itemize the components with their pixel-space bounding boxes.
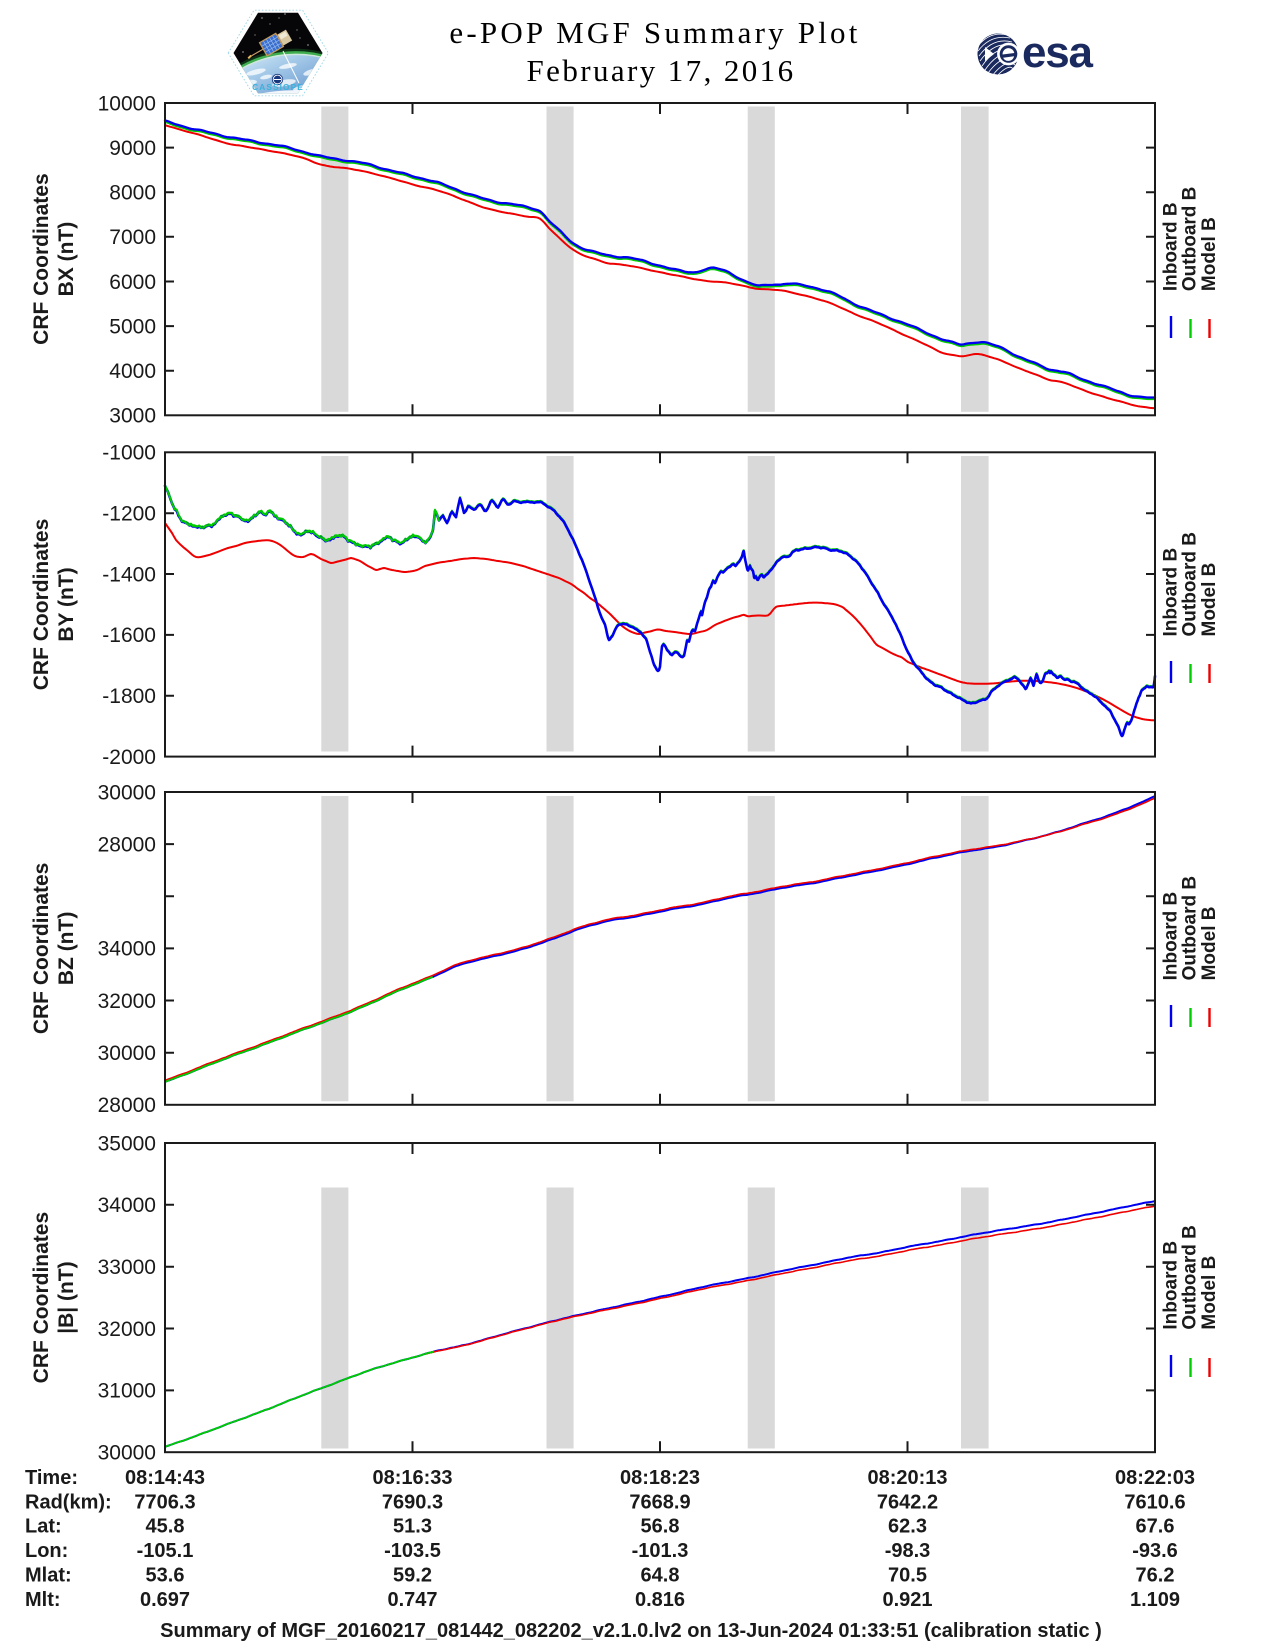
svg-text:35000: 35000 — [98, 1132, 156, 1155]
svg-text:1.109: 1.109 — [1130, 1589, 1180, 1611]
svg-text:7642.2: 7642.2 — [877, 1491, 938, 1513]
svg-text:7610.6: 7610.6 — [1124, 1491, 1185, 1513]
svg-text:Time:: Time: — [25, 1467, 78, 1489]
svg-text:Outboard B: Outboard B — [1180, 532, 1201, 637]
svg-text:Inboard B: Inboard B — [1161, 548, 1182, 637]
svg-text:28000: 28000 — [98, 1094, 156, 1117]
svg-text:34000: 34000 — [98, 1194, 156, 1217]
svg-text:-1400: -1400 — [102, 563, 156, 586]
svg-text:BZ (nT): BZ (nT) — [55, 912, 78, 985]
svg-text:7668.9: 7668.9 — [629, 1491, 690, 1513]
svg-text:Inboard B: Inboard B — [1161, 1241, 1182, 1330]
svg-text:67.6: 67.6 — [1136, 1516, 1175, 1538]
svg-text:08:18:23: 08:18:23 — [620, 1467, 700, 1489]
svg-text:CRF Coordinates: CRF Coordinates — [30, 863, 53, 1035]
svg-text:34000: 34000 — [98, 938, 156, 961]
svg-text:BY (nT): BY (nT) — [55, 567, 78, 641]
svg-text:Outboard B: Outboard B — [1180, 876, 1201, 981]
svg-text:7706.3: 7706.3 — [134, 1491, 195, 1513]
svg-text:-101.3: -101.3 — [632, 1540, 689, 1562]
svg-text:62.3: 62.3 — [888, 1516, 927, 1538]
svg-text:0.921: 0.921 — [882, 1589, 932, 1611]
svg-text:-1600: -1600 — [102, 624, 156, 647]
svg-text:CRF Coordinates: CRF Coordinates — [30, 519, 53, 691]
svg-text:0.747: 0.747 — [387, 1589, 437, 1611]
svg-text:7690.3: 7690.3 — [382, 1491, 443, 1513]
svg-text:70.5: 70.5 — [888, 1564, 927, 1586]
svg-text:-1000: -1000 — [102, 442, 156, 465]
svg-text:Model B: Model B — [1199, 907, 1220, 981]
svg-text:4000: 4000 — [109, 360, 156, 383]
svg-text:Outboard B: Outboard B — [1180, 187, 1201, 292]
svg-text:56.8: 56.8 — [641, 1516, 680, 1538]
svg-text:32000: 32000 — [98, 990, 156, 1013]
svg-text:8000: 8000 — [109, 182, 156, 205]
svg-text:Model B: Model B — [1199, 1256, 1220, 1330]
svg-text:-2000: -2000 — [102, 746, 156, 769]
svg-text:08:22:03: 08:22:03 — [1115, 1467, 1195, 1489]
svg-text:Model B: Model B — [1199, 563, 1220, 637]
svg-text:Rad(km):: Rad(km): — [25, 1491, 112, 1513]
svg-text:31000: 31000 — [98, 1380, 156, 1403]
svg-text:February 17, 2016: February 17, 2016 — [527, 53, 796, 88]
svg-text:Lat:: Lat: — [25, 1516, 62, 1538]
svg-text:Model B: Model B — [1199, 217, 1220, 291]
svg-text:59.2: 59.2 — [393, 1564, 432, 1586]
svg-text:Mlat:: Mlat: — [25, 1564, 72, 1586]
svg-text:33000: 33000 — [98, 1256, 156, 1279]
svg-text:08:16:33: 08:16:33 — [372, 1467, 452, 1489]
svg-text:Inboard B: Inboard B — [1161, 202, 1182, 291]
svg-text:esa: esa — [1022, 28, 1094, 77]
svg-text:-1200: -1200 — [102, 503, 156, 526]
svg-text:e-POP MGF Summary Plot: e-POP MGF Summary Plot — [449, 15, 860, 50]
svg-text:10000: 10000 — [98, 92, 156, 115]
svg-text:Outboard B: Outboard B — [1180, 1225, 1201, 1330]
svg-text:30000: 30000 — [98, 1042, 156, 1065]
svg-text:Lon:: Lon: — [25, 1540, 68, 1562]
svg-text:Mlt:: Mlt: — [25, 1589, 61, 1611]
svg-text:64.8: 64.8 — [641, 1564, 680, 1586]
svg-text:30000: 30000 — [98, 781, 156, 804]
svg-text:08:20:13: 08:20:13 — [867, 1467, 947, 1489]
svg-text:5000: 5000 — [109, 315, 156, 338]
svg-text:Inboard B: Inboard B — [1161, 892, 1182, 981]
svg-text:BX (nT): BX (nT) — [55, 222, 78, 297]
svg-text:CRF Coordinates: CRF Coordinates — [30, 173, 53, 345]
svg-text:08:14:43: 08:14:43 — [125, 1467, 205, 1489]
svg-text:|B| (nT): |B| (nT) — [55, 1261, 78, 1333]
svg-text:76.2: 76.2 — [1136, 1564, 1175, 1586]
svg-text:0.697: 0.697 — [140, 1589, 190, 1611]
svg-text:CRF Coordinates: CRF Coordinates — [30, 1212, 53, 1384]
svg-text:28000: 28000 — [98, 833, 156, 856]
svg-text:51.3: 51.3 — [393, 1516, 432, 1538]
svg-text:30000: 30000 — [98, 1442, 156, 1465]
svg-text:6000: 6000 — [109, 271, 156, 294]
svg-text:CASSIOPE: CASSIOPE — [252, 82, 304, 92]
svg-text:0.816: 0.816 — [635, 1589, 685, 1611]
svg-text:-93.6: -93.6 — [1132, 1540, 1178, 1562]
svg-text:Summary of MGF_20160217_081442: Summary of MGF_20160217_081442_082202_v2… — [160, 1620, 1102, 1642]
svg-text:-98.3: -98.3 — [885, 1540, 931, 1562]
svg-text:3000: 3000 — [109, 405, 156, 428]
svg-text:7000: 7000 — [109, 226, 156, 249]
svg-text:-105.1: -105.1 — [137, 1540, 194, 1562]
svg-text:32000: 32000 — [98, 1318, 156, 1341]
svg-text:-103.5: -103.5 — [384, 1540, 441, 1562]
svg-text:45.8: 45.8 — [146, 1516, 185, 1538]
svg-text:-1800: -1800 — [102, 685, 156, 708]
svg-text:53.6: 53.6 — [146, 1564, 185, 1586]
svg-text:9000: 9000 — [109, 137, 156, 160]
